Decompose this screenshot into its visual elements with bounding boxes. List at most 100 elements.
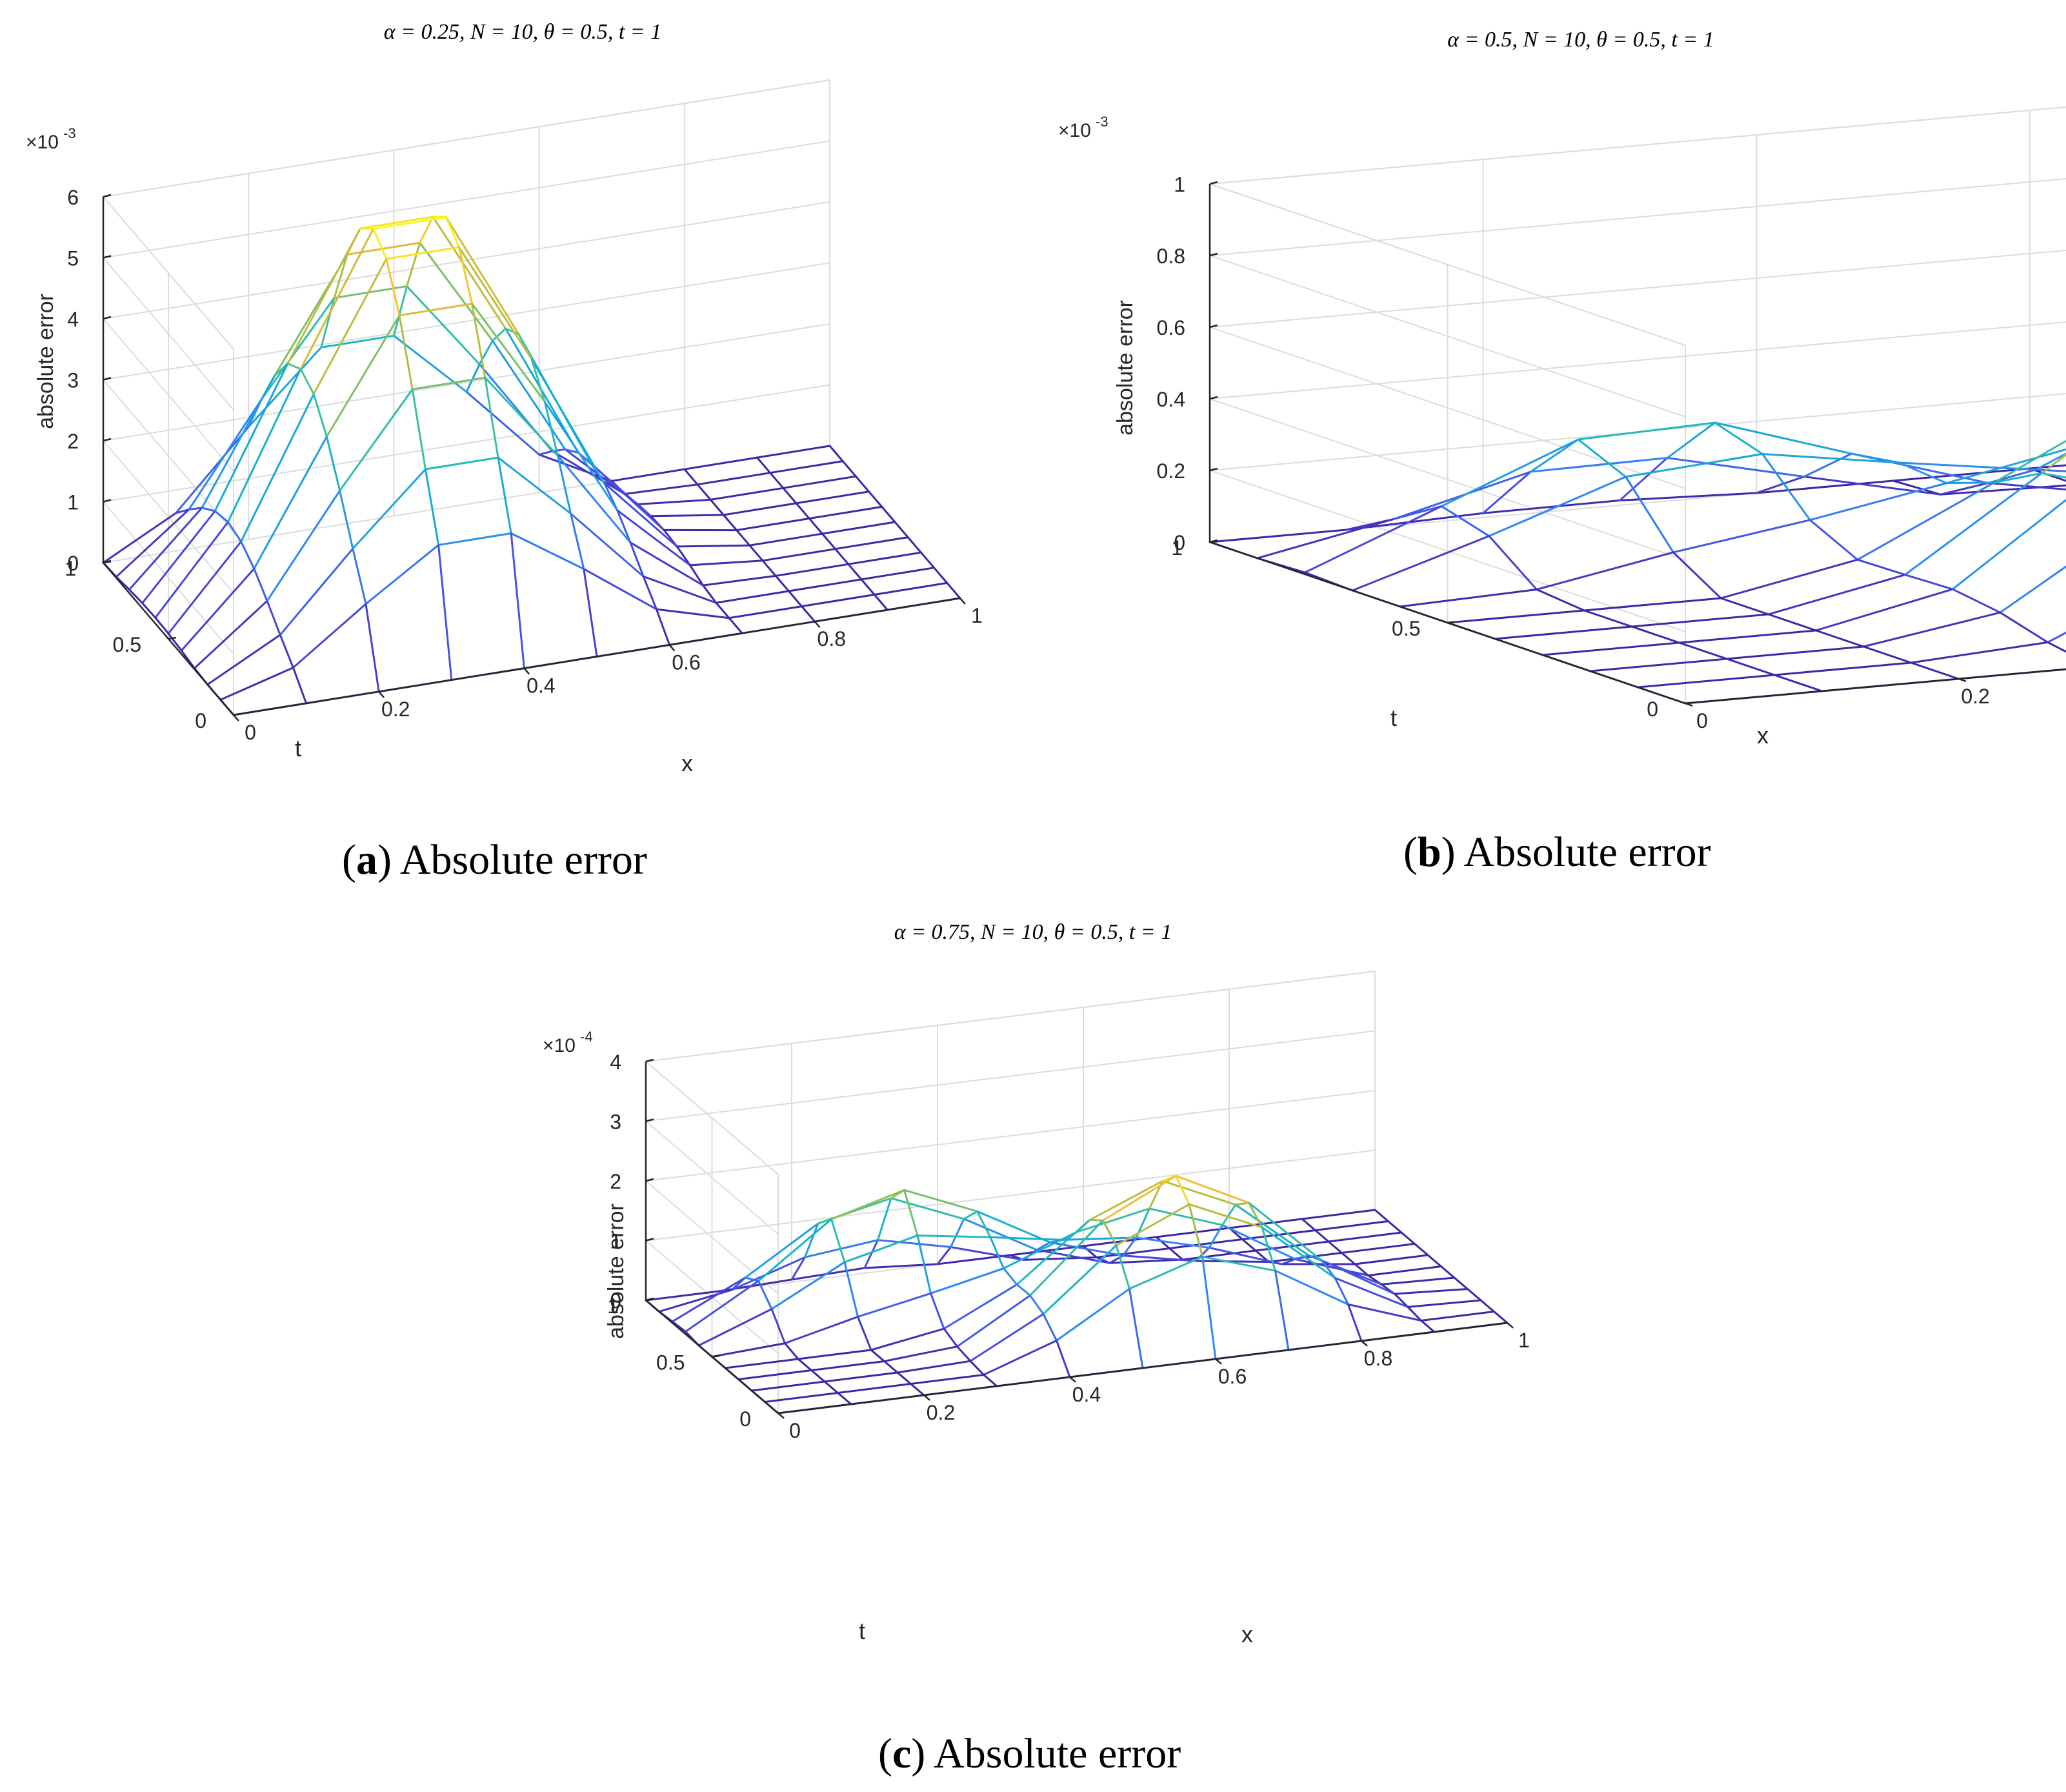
surface-mesh-segment-b-159 (1815, 629, 1865, 648)
surface-mesh-segment-b-67 (1898, 461, 2037, 471)
surface-mesh-segment-a-125 (894, 521, 909, 539)
x-tick-label-a-0: 0 (245, 721, 256, 744)
surface-mesh-segment-c-112 (1221, 1223, 1296, 1260)
surface-mesh-segment-a-151 (484, 376, 559, 457)
surface-mesh-segment-a-107 (312, 257, 388, 396)
surface-mesh-segment-b-170 (1862, 611, 2001, 648)
surface-mesh-segment-c-77 (976, 1210, 992, 1238)
surface-mesh-segment-c-149 (883, 1345, 958, 1362)
z-gridline-b-1 (1209, 392, 2066, 632)
surface-mesh-segment-b-138 (1767, 613, 1817, 632)
surface-mesh-segment-b-2 (1482, 499, 1621, 514)
surface-mesh-segment-b-53 (1440, 505, 1490, 538)
surface-mesh-segment-b-109 (1993, 439, 2066, 484)
subplot-a: 0 0.2 0.4 0.6 0.8 1 0 0.5 1 0 1 2 3 4 5 6 α = 0.25, N = … (0, 0, 1032, 897)
surface-mesh-segment-c-204 (1128, 1287, 1144, 1369)
surface-mesh-segment-c-67 (976, 1210, 1051, 1243)
surface-mesh-segment-a-175 (715, 590, 790, 604)
surface-mesh-segment-a-18 (683, 468, 699, 486)
surface-mesh-segment-b-47 (1987, 482, 2066, 490)
surface-mesh-segment-a-128 (325, 314, 401, 438)
surface-mesh-segment-a-142 (616, 509, 632, 544)
surface-mesh-segment-a-200 (292, 667, 308, 705)
surface-mesh-segment-c-111 (1148, 1207, 1223, 1226)
surface-mesh-segment-c-193 (1056, 1287, 1130, 1342)
surface-mesh-segment-c-5 (1009, 1245, 1085, 1256)
surface-mesh-segment-c-113 (1294, 1258, 1369, 1276)
surface-mesh-segment-a-154 (702, 574, 777, 587)
surface-mesh-segment-a-115 (167, 632, 183, 652)
z-tick-a-2 (103, 438, 112, 442)
chart-title-c: α = 0.75, N = 10, θ = 0.5, t = 1 (894, 920, 1172, 944)
surface-mesh-segment-a-73 (141, 602, 157, 619)
subplot-c: 0 0.2 0.4 0.6 0.8 1 0 0.5 1 0 1 2 3 4 α = 0.75, N = 10… (517, 897, 1549, 1792)
y-tick-label-c-2: 1 (607, 1294, 619, 1318)
surface-mesh-segment-a-20 (828, 445, 844, 463)
surface-mesh-segment-c-42 (671, 1276, 747, 1323)
surface-mesh-segment-c-183 (1115, 1244, 1130, 1290)
surface-mesh-segment-c-143 (1234, 1202, 1250, 1206)
z-gridline-b-5 (1209, 106, 2066, 346)
y-tick-label-a-2: 1 (65, 557, 76, 580)
surface-mesh-segment-a-49 (637, 498, 712, 505)
x-axis-line-c (777, 1322, 1508, 1414)
surface-mesh-segment-a-192 (437, 532, 512, 547)
surface-mesh-segment-c-89 (1062, 1236, 1138, 1241)
surface-mesh-segment-a-13 (320, 297, 336, 348)
z-gridline-c-3 (644, 1030, 1376, 1235)
surface-mesh-segment-c-27 (1096, 1247, 1170, 1258)
surface-mesh-segment-a-92 (736, 518, 810, 532)
surface-mesh-segment-a-70 (650, 514, 725, 518)
surface-mesh-segment-c-197 (1347, 1303, 1422, 1322)
surface-mesh-segment-c-133 (1234, 1203, 1310, 1256)
chart-title-a: α = 0.25, N = 10, θ = 0.5, t = 1 (384, 20, 661, 44)
x-tick-a-1 (378, 690, 385, 698)
surface-mesh-segment-b-88 (1945, 448, 2066, 485)
y-tick-label-b-2: 1 (1171, 536, 1183, 559)
surface-mesh-segment-a-169 (279, 547, 354, 636)
surface-mesh-segment-c-98 (989, 1236, 1005, 1270)
z-gridline-b-3 (1209, 249, 2066, 489)
x-tick-label-a-1: 0.2 (381, 698, 410, 721)
surface-mesh-segment-c-139 (943, 1327, 958, 1348)
z-exponent-c: -4 (580, 1029, 593, 1045)
surface-mesh-segment-a-165 (774, 574, 790, 592)
surface-mesh-segment-a-149 (339, 388, 414, 492)
surface-mesh-segment-a-2 (247, 346, 323, 428)
surface-mesh-segment-c-3 (863, 1263, 939, 1269)
surface-mesh-segment-c-155 (1321, 1259, 1396, 1295)
surface-mesh-segment-c-209 (1493, 1311, 1509, 1324)
surface-mesh-segment-c-91 (1208, 1246, 1283, 1265)
surface-mesh-segment-a-61 (782, 487, 797, 505)
surface-mesh-segment-a-54 (274, 363, 289, 377)
surface-mesh-segment-a-98 (445, 216, 460, 248)
surface-mesh-segment-c-19 (1301, 1218, 1316, 1231)
surface-mesh-segment-a-148 (266, 489, 341, 602)
surface-mesh-segment-c-40 (1314, 1229, 1330, 1243)
surface-mesh-segment-b-86 (1672, 519, 1811, 554)
surface-mesh-segment-c-158 (810, 1369, 826, 1383)
surface-mesh-segment-c-30 (1314, 1220, 1389, 1231)
surface-mesh-segment-c-62 (1400, 1231, 1416, 1245)
surface-mesh-segment-c-200 (837, 1392, 852, 1405)
surface-mesh-segment-b-63 (1351, 535, 1490, 592)
y-tick-label-a-1: 0.5 (113, 633, 141, 656)
surface-mesh-segment-b-150 (1951, 498, 2066, 590)
surface-mesh-segment-c-103 (1354, 1263, 1369, 1276)
surface-mesh-segment-a-23 (260, 297, 336, 401)
surface-mesh-segment-c-179 (823, 1380, 839, 1394)
x-tick-label-c-3: 0.6 (1218, 1365, 1247, 1388)
surface-mesh-segment-a-7 (610, 468, 686, 482)
surface-mesh-segment-b-130 (2040, 453, 2066, 474)
surface-mesh-segment-c-196 (1274, 1269, 1349, 1305)
surface-mesh-segment-a-96 (299, 368, 315, 396)
surface-mesh-segment-c-180 (896, 1371, 912, 1385)
surface-mesh-segment-a-189 (219, 667, 294, 701)
z-tick-a-6 (103, 194, 112, 198)
z-multiplier-a: ×10 (26, 132, 59, 153)
surface-mesh-segment-b-160 (1951, 588, 2001, 614)
z-multiplier-b: ×10 (1058, 120, 1091, 141)
surface-mesh-segment-c-58 (1108, 1254, 1124, 1264)
surface-mesh-segment-c-28 (1168, 1238, 1243, 1249)
z-tick-label-a-6: 6 (67, 186, 79, 209)
